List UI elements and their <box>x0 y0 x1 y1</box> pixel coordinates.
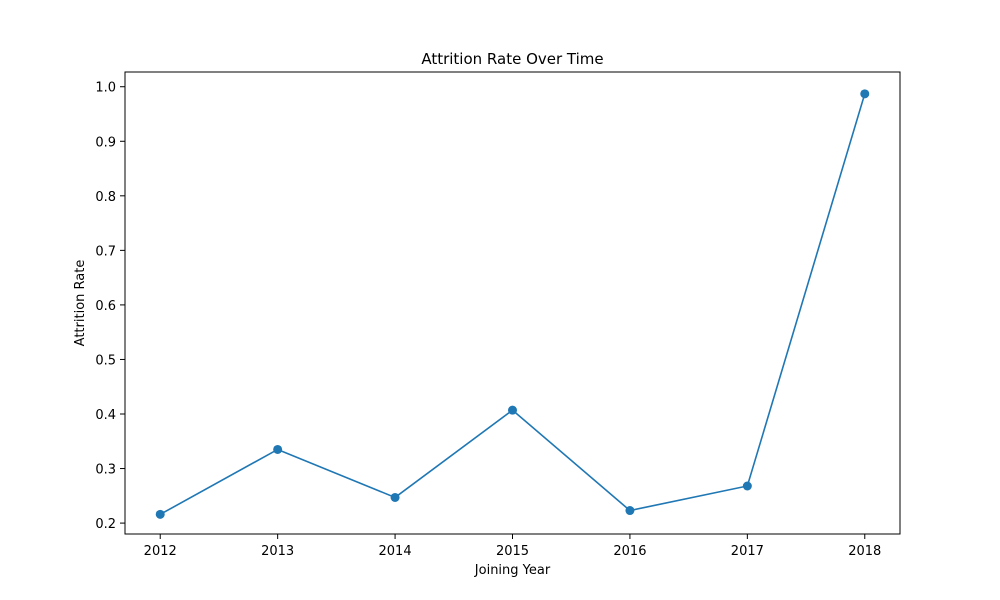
y-tick-label: 0.4 <box>95 408 116 423</box>
y-tick-label: 0.5 <box>95 353 116 368</box>
y-axis-label: Attrition Rate <box>73 260 88 347</box>
y-tick-label: 0.3 <box>95 463 116 478</box>
x-tick-label: 2012 <box>144 544 177 559</box>
y-tick-label: 0.8 <box>95 190 116 205</box>
y-tick-label: 0.2 <box>95 517 116 532</box>
x-tick-label: 2016 <box>613 544 646 559</box>
x-axis-label: Joining Year <box>474 563 551 578</box>
data-point <box>155 509 165 519</box>
series-line <box>159 93 866 516</box>
x-tick-label: 2014 <box>379 544 412 559</box>
data-point <box>508 405 517 415</box>
x-tick-label: 2017 <box>731 544 764 559</box>
data-point <box>625 506 635 516</box>
data-point <box>860 89 870 99</box>
y-tick-label: 1.0 <box>95 81 116 96</box>
data-point <box>390 492 400 502</box>
x-tick-label: 2013 <box>261 544 294 559</box>
y-tick-label: 0.7 <box>95 244 116 259</box>
data-point <box>742 481 752 491</box>
chart-title: Attrition Rate Over Time <box>421 50 603 68</box>
plot-frame <box>124 71 901 535</box>
y-tick-label: 0.9 <box>95 135 116 150</box>
y-tick-label: 0.6 <box>95 299 116 314</box>
data-point <box>273 444 283 454</box>
x-tick-label: 2018 <box>848 544 881 559</box>
x-tick-label: 2015 <box>496 544 529 559</box>
